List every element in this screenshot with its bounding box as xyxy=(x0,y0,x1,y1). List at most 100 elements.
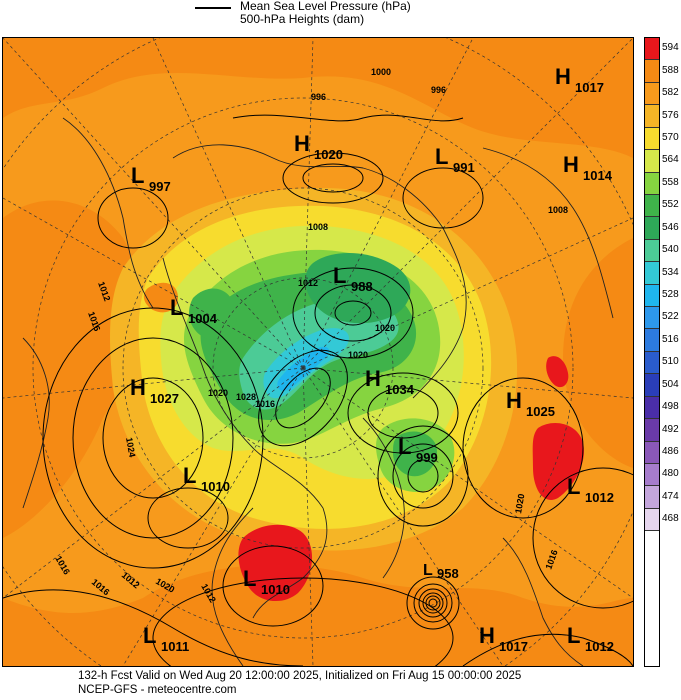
svg-text:H: H xyxy=(506,388,522,413)
height-field-552-east xyxy=(393,431,438,477)
height-colorbar xyxy=(644,37,660,667)
height-field-588-east xyxy=(563,238,633,468)
pressure-center: L 991 xyxy=(435,144,475,175)
pressure-center: L 988 xyxy=(333,263,373,294)
colorbar-cell xyxy=(645,329,659,352)
colorbar-cell xyxy=(645,60,659,83)
isobars xyxy=(3,114,633,666)
height-field-594-south xyxy=(238,524,313,602)
isobar-label: 1020 xyxy=(375,323,395,333)
pressure-center: H 1017 xyxy=(479,623,528,654)
pressure-center: L 1011 xyxy=(143,623,189,654)
height-field-588-north xyxy=(3,38,633,158)
svg-text:1012: 1012 xyxy=(585,639,614,654)
pressure-center: L 999 xyxy=(398,434,438,465)
svg-text:L: L xyxy=(243,566,256,591)
svg-text:1034: 1034 xyxy=(385,382,415,397)
colorbar-label: 498 xyxy=(662,401,679,413)
pressure-center: H 1027 xyxy=(130,375,179,406)
colorbar-label: 486 xyxy=(662,445,679,457)
isobar-label: 1016 xyxy=(255,399,275,409)
colorbar-cell xyxy=(645,194,659,218)
colorbar-cell xyxy=(645,239,659,263)
pressure-center: H 1020 xyxy=(294,131,343,162)
colorbar-label: 582 xyxy=(662,87,679,99)
model-source: NCEP-GFS - meteocentre.com xyxy=(78,684,237,696)
isobar-label: 1020 xyxy=(208,388,228,398)
svg-text:958: 958 xyxy=(437,566,459,581)
height-field-588-west xyxy=(3,200,138,538)
colorbar-label: 492 xyxy=(662,423,679,435)
colorbar-label: 540 xyxy=(662,244,679,256)
svg-text:1004: 1004 xyxy=(188,311,218,326)
colorbar-label: 588 xyxy=(662,64,679,76)
isobar-label: 1012 xyxy=(298,278,318,288)
pressure-center: H 1017 xyxy=(555,64,604,95)
svg-text:L: L xyxy=(170,295,183,320)
pressure-center: H 1034 xyxy=(365,366,415,397)
colorbar-cell xyxy=(645,486,659,509)
isobar-label: 1000 xyxy=(371,67,391,77)
pressure-center: H 1025 xyxy=(506,388,555,419)
pressure-center: L 1010 xyxy=(183,463,230,494)
colorbar-label: 564 xyxy=(662,154,679,166)
forecast-map-canvas: 1000 996 996 1008 1008 1012 1016 1020 10… xyxy=(3,38,633,666)
height-field-594-small xyxy=(546,356,569,388)
svg-text:1020: 1020 xyxy=(314,147,343,162)
colorbar-cell xyxy=(645,374,659,397)
colorbar-label: 468 xyxy=(662,513,679,525)
svg-text:L: L xyxy=(567,474,580,499)
svg-text:999: 999 xyxy=(416,450,438,465)
colorbar-cell xyxy=(645,351,659,375)
svg-text:1010: 1010 xyxy=(261,582,290,597)
svg-text:L: L xyxy=(567,623,580,648)
svg-text:L: L xyxy=(131,163,144,188)
svg-text:988: 988 xyxy=(351,279,373,294)
colorbar-cell xyxy=(645,396,659,420)
colorbar-label: 510 xyxy=(662,356,679,368)
colorbar-cell xyxy=(645,441,659,465)
pressure-center: L 1012 xyxy=(567,623,614,654)
mslp-legend-line xyxy=(195,7,231,9)
pressure-center: H 1014 xyxy=(563,152,613,183)
isobar-label: 1020 xyxy=(348,350,368,360)
colorbar-cell xyxy=(645,127,659,151)
colorbar-label: 558 xyxy=(662,176,679,188)
svg-text:L: L xyxy=(333,263,346,288)
colorbar-label: 528 xyxy=(662,288,679,300)
height-field-552-west xyxy=(189,288,237,341)
svg-text:H: H xyxy=(479,623,495,648)
colorbar-label: 480 xyxy=(662,468,679,480)
svg-text:H: H xyxy=(555,64,571,89)
svg-text:1014: 1014 xyxy=(583,168,613,183)
heights-legend-label: 500-hPa Heights (dam) xyxy=(240,12,365,26)
pressure-center: L 1012 xyxy=(567,474,614,505)
colorbar-cell xyxy=(645,105,659,128)
colorbar-cell xyxy=(645,307,659,330)
isobar-label: 996 xyxy=(431,85,446,95)
height-field-588-south xyxy=(3,564,633,666)
svg-text:H: H xyxy=(563,152,579,177)
pressure-center: L 1010 xyxy=(243,566,290,597)
colorbar-label: 594 xyxy=(662,42,679,54)
svg-text:1017: 1017 xyxy=(575,80,604,95)
colorbar-cell xyxy=(645,82,659,106)
svg-text:L: L xyxy=(435,144,448,169)
svg-text:L: L xyxy=(423,562,433,579)
forecast-valid-time: 132-h Fcst Valid on Wed Aug 20 12:00:00 … xyxy=(78,670,522,682)
svg-text:L: L xyxy=(143,623,156,648)
height-field-588-small xyxy=(143,282,178,313)
svg-text:1017: 1017 xyxy=(499,639,528,654)
isobar-label: 1008 xyxy=(548,205,568,215)
svg-text:991: 991 xyxy=(453,160,475,175)
colorbar-label: 522 xyxy=(662,311,679,323)
colorbar-cell xyxy=(645,508,659,532)
map-legend: Mean Sea Level Pressure (hPa) 500-hPa He… xyxy=(190,0,490,36)
svg-text:L: L xyxy=(183,463,196,488)
forecast-map: 1000 996 996 1008 1008 1012 1016 1020 10… xyxy=(2,37,634,667)
height-field-594-east xyxy=(532,423,584,500)
colorbar-label: 534 xyxy=(662,266,679,278)
isobar-label: 1008 xyxy=(308,222,328,232)
pressure-center: L 997 xyxy=(131,163,171,194)
forecast-info: 132-h Fcst Valid on Wed Aug 20 12:00:00 … xyxy=(78,669,521,697)
